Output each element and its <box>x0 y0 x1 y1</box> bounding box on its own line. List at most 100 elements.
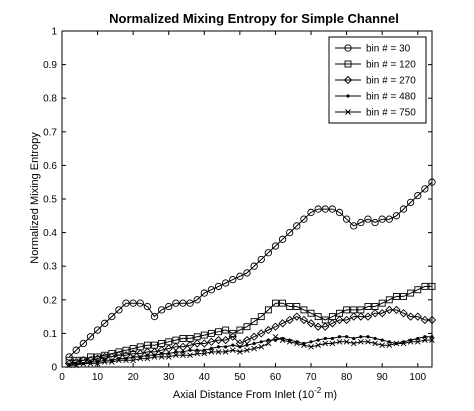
data-point <box>286 338 293 345</box>
data-point <box>208 349 215 355</box>
data-point <box>329 340 336 347</box>
legend-label: bin # = 270 <box>366 76 416 87</box>
data-point <box>336 338 343 345</box>
chart-title: Normalized Mixing Entropy for Simple Cha… <box>109 11 399 26</box>
data-point <box>271 322 280 331</box>
data-point <box>352 336 356 341</box>
data-point <box>101 359 108 365</box>
x-tick-label: 0 <box>59 372 65 383</box>
data-point <box>307 208 315 217</box>
data-point <box>392 292 400 300</box>
data-point <box>428 178 436 186</box>
y-tick-label: 0.7 <box>43 127 57 138</box>
data-point <box>202 348 206 352</box>
data-point <box>359 335 363 339</box>
data-point <box>315 342 321 348</box>
data-point <box>257 255 265 264</box>
data-point <box>150 312 159 321</box>
data-point <box>293 303 301 310</box>
x-tick-label: 50 <box>234 372 246 383</box>
data-point <box>229 347 236 354</box>
data-point <box>292 312 301 321</box>
legend-marker <box>344 44 352 52</box>
y-tick-label: 0.9 <box>43 60 57 71</box>
data-point <box>393 340 400 347</box>
data-point <box>406 312 415 321</box>
data-point <box>387 340 391 344</box>
data-point <box>257 329 266 338</box>
data-point <box>350 222 358 230</box>
data-point <box>73 362 80 369</box>
data-point <box>257 313 265 321</box>
x-axis-label-unit-end: m) <box>321 389 337 401</box>
data-point <box>222 326 230 334</box>
y-tick-label: 1 <box>51 27 57 38</box>
data-point <box>421 282 429 290</box>
legend-marker <box>346 94 350 98</box>
data-point <box>392 305 401 315</box>
data-point <box>157 306 166 314</box>
data-point <box>266 338 270 342</box>
legend-marker <box>344 60 352 68</box>
data-point <box>186 299 194 307</box>
data-point <box>380 338 384 342</box>
data-point <box>214 282 223 291</box>
data-point <box>165 354 172 360</box>
data-point <box>378 309 387 318</box>
data-point <box>173 352 179 359</box>
data-point <box>422 337 428 343</box>
data-point <box>200 339 209 348</box>
data-point <box>179 334 187 342</box>
data-point <box>364 303 372 310</box>
data-point <box>372 340 378 347</box>
legend-label: bin # = 30 <box>366 44 411 55</box>
data-point <box>378 215 386 223</box>
data-point <box>328 205 337 213</box>
data-point <box>122 299 130 307</box>
data-point <box>250 318 258 326</box>
data-point <box>342 315 351 325</box>
data-point <box>293 340 300 347</box>
series-line <box>68 309 432 365</box>
data-point <box>322 340 329 347</box>
data-point <box>86 333 95 341</box>
data-point <box>160 351 164 356</box>
data-point <box>314 313 322 321</box>
data-point <box>300 215 308 223</box>
data-point <box>335 208 344 217</box>
series-layer <box>64 178 437 369</box>
y-tick-label: 0.6 <box>43 161 57 172</box>
data-point <box>215 349 222 355</box>
data-point <box>306 319 316 328</box>
data-point <box>264 306 272 314</box>
data-point <box>293 222 301 230</box>
data-point <box>430 335 434 339</box>
data-point <box>308 344 314 350</box>
data-point <box>87 360 94 367</box>
series-2 <box>65 282 436 364</box>
data-point <box>209 346 214 351</box>
data-point <box>400 340 407 347</box>
y-tick-label: 0.1 <box>43 329 57 340</box>
data-point <box>151 354 158 360</box>
x-tick-label: 30 <box>163 372 175 383</box>
y-tick-label: 0.2 <box>43 295 57 306</box>
data-point <box>363 312 373 321</box>
x-axis: 0 10 20 30 40 50 60 70 80 90 100 <box>59 31 427 383</box>
data-point <box>299 315 309 325</box>
data-point <box>366 335 370 339</box>
x-axis-label-text: Axial Distance From Inlet <box>173 389 295 401</box>
data-point <box>309 340 313 344</box>
y-tick-label: 0.4 <box>43 228 57 239</box>
data-point <box>321 322 330 331</box>
data-point <box>273 338 278 342</box>
data-point <box>328 319 337 328</box>
legend-label: bin # = 120 <box>366 60 416 71</box>
x-tick-label: 40 <box>199 372 211 383</box>
data-point <box>342 215 351 223</box>
data-point <box>116 357 122 364</box>
data-point <box>251 345 257 352</box>
data-point <box>386 342 393 348</box>
data-point <box>187 352 193 359</box>
